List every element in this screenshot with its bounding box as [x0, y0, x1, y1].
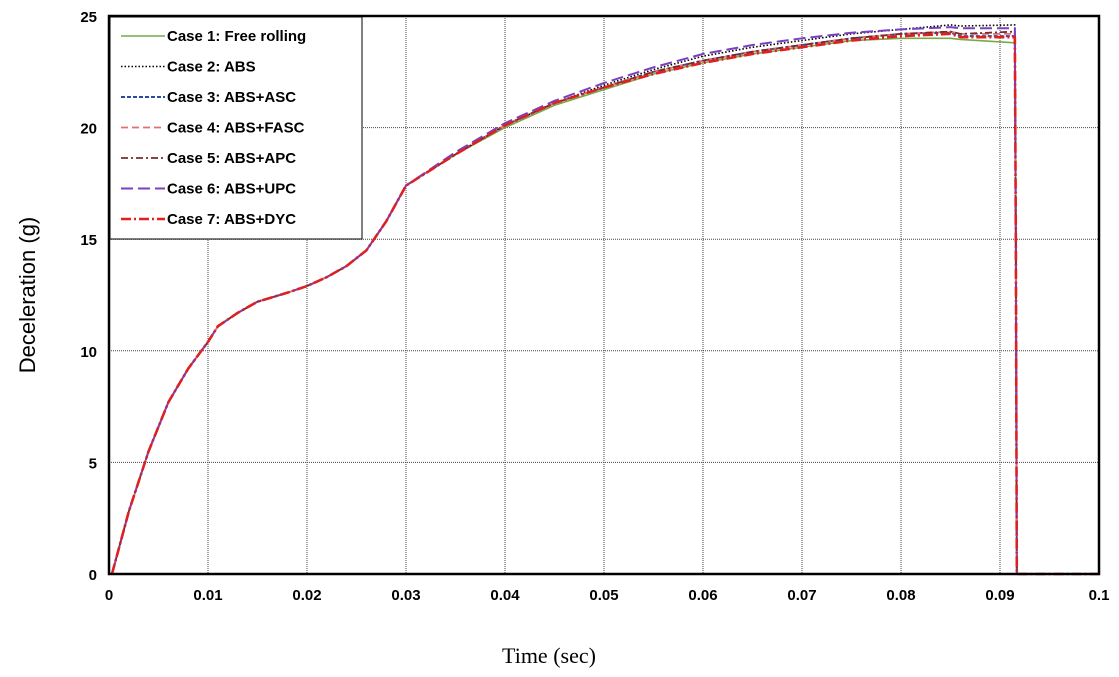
y-tick-label: 0 [89, 567, 97, 584]
y-tick-label: 25 [80, 9, 97, 26]
legend-label-case-7: Case 7: ABS+DYC [167, 211, 296, 228]
x-tick-label: 0.02 [292, 587, 321, 604]
series-line-case-7 [110, 32, 1099, 576]
legend-label-case-6: Case 6: ABS+UPC [167, 181, 296, 198]
legend-label-case-1: Case 1: Free rolling [167, 28, 306, 45]
x-tick-label: 0.03 [391, 587, 420, 604]
x-tick-label: 0.01 [193, 587, 222, 604]
legend-label-case-2: Case 2: ABS [167, 59, 256, 76]
x-tick-label: 0.1 [1089, 587, 1110, 604]
legend-label-case-4: Case 4: ABS+FASC [167, 120, 305, 137]
series-lines [110, 24, 1099, 576]
x-tick-label: 0.08 [886, 587, 915, 604]
legend-label-case-3: Case 3: ABS+ASC [167, 89, 296, 106]
x-tick-label: 0.09 [985, 587, 1014, 604]
y-tick-label: 20 [80, 121, 97, 138]
x-tick-label: 0.07 [787, 587, 816, 604]
legend: Case 1: Free rolling Case 2: ABS Case 3: A… [109, 16, 363, 240]
grid [109, 16, 1099, 574]
y-tick-label: 5 [89, 455, 97, 472]
y-axis-label: Deceleration (g) [15, 217, 40, 374]
x-tick-label: 0.05 [589, 587, 618, 604]
plot-frame [107, 14, 1101, 576]
y-tick-labels: 0 5 10 15 20 25 [80, 9, 97, 584]
x-axis-label: Time (sec) [502, 643, 596, 668]
y-tick-label: 15 [80, 232, 97, 249]
legend-label-case-5: Case 5: ABS+APC [167, 150, 296, 167]
series-line-case-3 [111, 31, 1099, 575]
y-tick-label: 10 [80, 344, 97, 361]
x-tick-label: 0.04 [490, 587, 520, 604]
x-tick-label: 0 [105, 587, 113, 604]
legend-box [109, 16, 363, 240]
x-tick-labels: 0 0.01 0.02 0.03 0.04 0.05 0.06 0.07 0.08 0.09 0.1 [105, 587, 1110, 604]
x-tick-label: 0.06 [688, 587, 717, 604]
